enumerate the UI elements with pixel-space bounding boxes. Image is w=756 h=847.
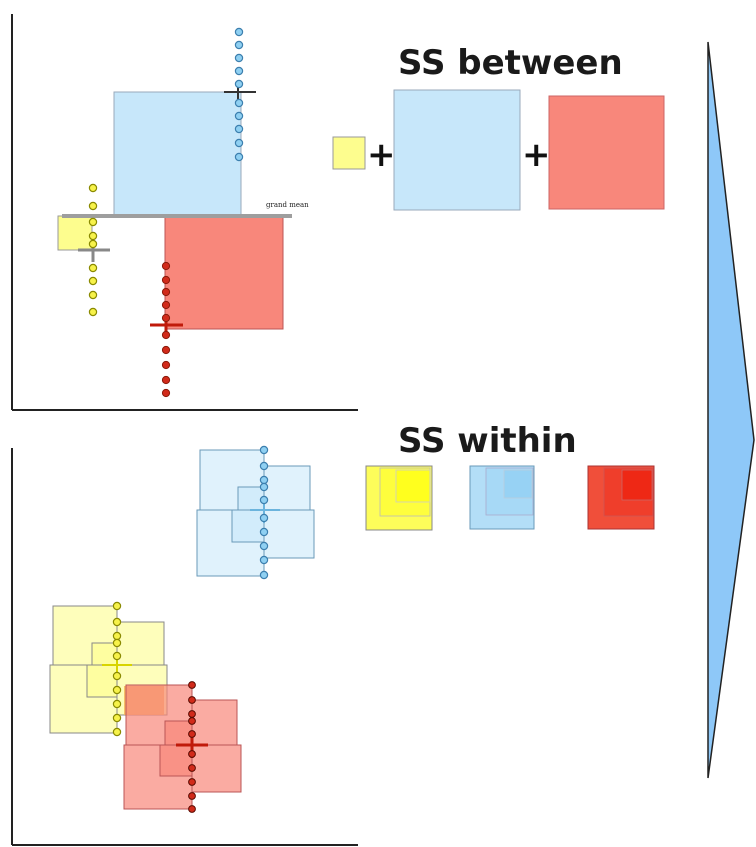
bottom-panel xyxy=(11,445,358,846)
top-panel: grand mean xyxy=(11,14,358,411)
red-within-squares xyxy=(123,684,242,810)
plus-sign-2: + xyxy=(522,135,551,175)
ss-within-heading: SS within xyxy=(398,421,577,461)
blue-within-points xyxy=(259,445,269,580)
plus-sign-1: + xyxy=(367,135,396,175)
arrow-shape xyxy=(707,41,755,779)
ss-between-sum: + + xyxy=(332,89,665,211)
red-within-points xyxy=(188,681,196,813)
grand-mean-label: grand mean xyxy=(266,201,309,209)
yellow-within-squares xyxy=(49,605,168,734)
red-points xyxy=(161,261,171,398)
ss-within-stack-yellow xyxy=(365,465,433,531)
yellow-within-points xyxy=(112,601,122,737)
yellow-points xyxy=(88,183,98,317)
yellow-between-square xyxy=(57,215,93,251)
ss-within-stack-blue xyxy=(469,465,535,530)
blue-sum-square xyxy=(393,89,521,211)
blue-within-squares xyxy=(196,449,315,577)
blue-points xyxy=(234,27,244,162)
yellow-sum-square xyxy=(332,136,366,170)
ss-between-heading: SS between xyxy=(398,43,623,83)
red-between-square xyxy=(164,215,284,330)
red-sum-square xyxy=(548,95,665,210)
ss-within-stack-red xyxy=(587,465,655,530)
blue-between-square xyxy=(113,91,242,217)
